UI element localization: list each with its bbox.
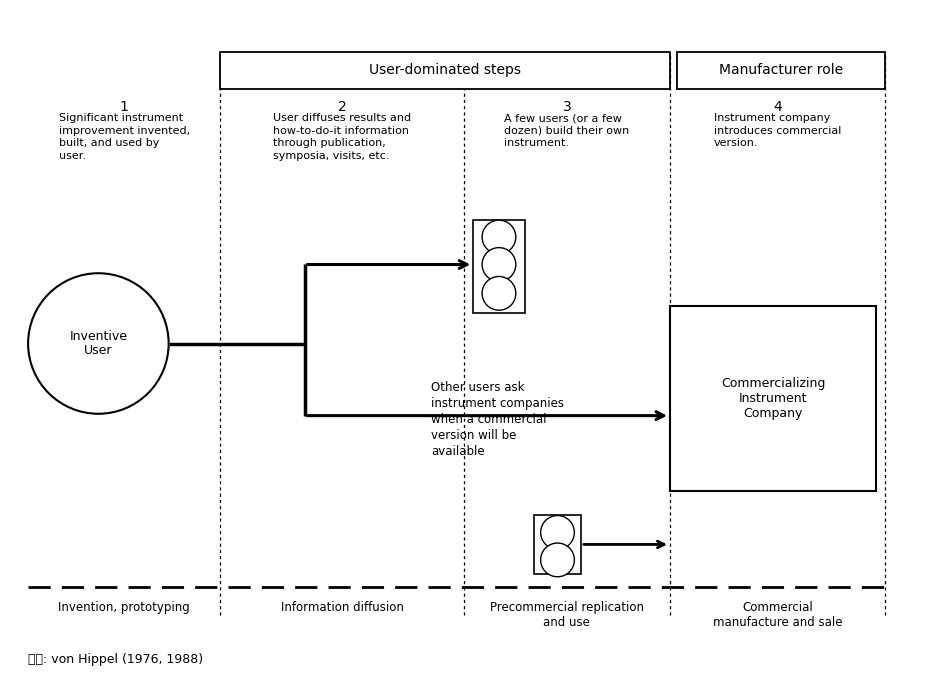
Ellipse shape xyxy=(540,543,574,577)
Text: 4: 4 xyxy=(772,100,782,113)
Text: User-dominated steps: User-dominated steps xyxy=(369,63,520,78)
Bar xyxy=(220,52,669,89)
Text: 1: 1 xyxy=(120,100,128,113)
Text: Inventive
User: Inventive User xyxy=(69,330,127,357)
Text: Commercializing
Instrument
Company: Commercializing Instrument Company xyxy=(720,377,825,420)
Bar xyxy=(669,306,875,491)
Bar xyxy=(534,515,580,574)
Ellipse shape xyxy=(540,515,574,550)
Text: Precommercial replication
and use: Precommercial replication and use xyxy=(490,601,643,629)
Text: 2: 2 xyxy=(337,100,346,113)
Text: Manufacturer role: Manufacturer role xyxy=(719,63,842,78)
Bar xyxy=(473,220,524,313)
Text: Other users ask
instrument companies
when a commercial
version will be
available: Other users ask instrument companies whe… xyxy=(431,381,563,458)
Text: Significant instrument
improvement invented,
built, and used by
user.: Significant instrument improvement inven… xyxy=(59,113,189,161)
Text: Information diffusion: Information diffusion xyxy=(280,601,403,614)
Text: 웍처: von Hippel (1976, 1988): 웍처: von Hippel (1976, 1988) xyxy=(28,653,203,666)
Text: Invention, prototyping: Invention, prototyping xyxy=(58,601,190,614)
Ellipse shape xyxy=(481,276,515,311)
Ellipse shape xyxy=(28,273,168,414)
Text: Commercial
manufacture and sale: Commercial manufacture and sale xyxy=(712,601,841,629)
Text: User diffuses results and
how-to-do-it information
through publication,
symposia: User diffuses results and how-to-do-it i… xyxy=(272,113,411,161)
Text: Instrument company
introduces commercial
version.: Instrument company introduces commercial… xyxy=(713,113,841,148)
Text: 3: 3 xyxy=(562,100,571,113)
Text: A few users (or a few
dozen) build their own
instrument.: A few users (or a few dozen) build their… xyxy=(504,113,629,148)
Ellipse shape xyxy=(481,220,515,254)
Ellipse shape xyxy=(481,247,515,282)
Bar xyxy=(677,52,885,89)
